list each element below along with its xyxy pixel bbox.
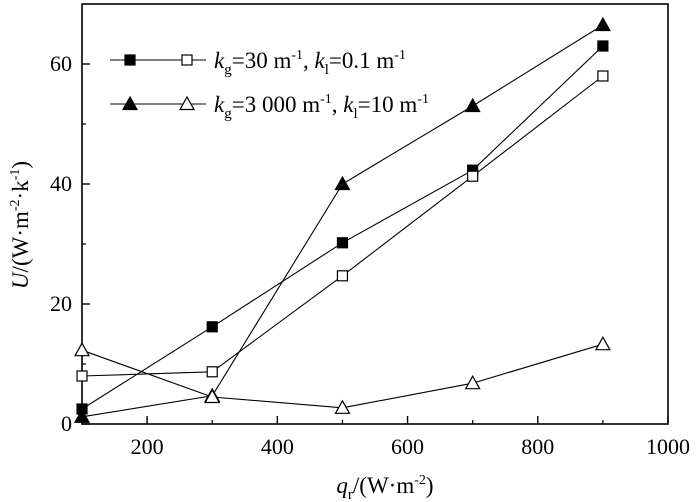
x-tick-label: 600 xyxy=(391,434,424,459)
y-tick-label: 60 xyxy=(50,51,72,76)
series-4-point xyxy=(464,374,481,390)
series-3-line xyxy=(81,24,604,418)
series-2-point xyxy=(336,270,349,282)
legend-marker-2-filled xyxy=(121,95,139,111)
series-2-point xyxy=(467,170,479,182)
series-1-point xyxy=(597,40,609,52)
x-tick-label: 800 xyxy=(521,434,554,459)
x-tick-label: 200 xyxy=(131,434,164,459)
legend-marker-2-open xyxy=(178,95,196,111)
series-2-point xyxy=(597,70,609,82)
y-tick-label: 0 xyxy=(61,411,72,436)
series-2-point xyxy=(76,370,88,382)
x-tick-label: 1000 xyxy=(646,434,690,459)
series-3-point xyxy=(594,16,611,32)
x-tick-label: 400 xyxy=(261,434,294,459)
series-3-point xyxy=(464,97,481,113)
y-tick-label: 20 xyxy=(50,291,72,316)
series-4-point xyxy=(204,388,221,404)
series-2 xyxy=(76,70,609,382)
y-axis-label: U/(W·m-2·k-1) xyxy=(8,161,33,289)
legend: kg=30 m-1, kl=0.1 m-1 kg=3 000 m-1, kl=1… xyxy=(110,48,429,122)
legend-marker-1-filled xyxy=(124,54,136,66)
series-2-point xyxy=(206,366,218,378)
plot-frame xyxy=(81,3,669,425)
series-3-point xyxy=(334,175,351,191)
series-1-point xyxy=(206,321,218,333)
plot-border xyxy=(81,3,669,425)
legend-marker-1-open xyxy=(181,54,193,66)
series-4-point xyxy=(594,335,611,351)
legend-markers xyxy=(110,54,206,111)
series-4-point xyxy=(73,341,91,357)
series-4-line xyxy=(81,343,604,409)
series-4-point xyxy=(334,399,351,414)
legend-entry-1-label: kg=30 m-1, kl=0.1 m-1 xyxy=(214,48,406,78)
tick-layer: 200 400 600 800 1000 0 20 40 60 xyxy=(50,51,690,459)
y-tick-label: 40 xyxy=(50,171,72,196)
series-layer xyxy=(73,16,611,423)
x-axis-label: qr/(W·m-2) xyxy=(336,473,433,502)
legend-entry-2-label: kg=3 000 m-1, kl=10 m-1 xyxy=(214,92,429,122)
series-3 xyxy=(73,16,611,423)
series-1-point xyxy=(336,237,349,249)
series-4 xyxy=(73,335,611,414)
